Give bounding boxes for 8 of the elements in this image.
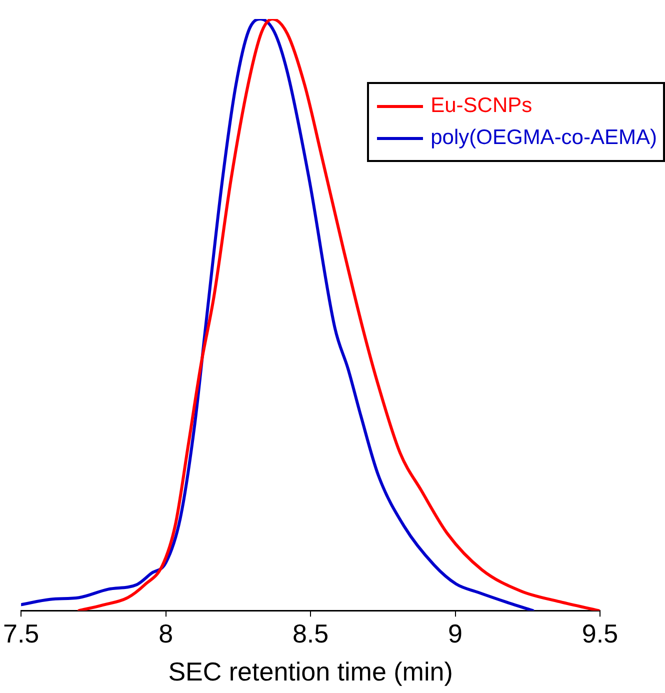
x-axis-title: SEC retention time (min) — [168, 656, 453, 687]
x-tick-label: 9 — [448, 618, 462, 648]
legend-label: poly(OEGMA-co-AEMA) — [430, 125, 657, 151]
legend-label: Eu-SCNPs — [430, 93, 532, 119]
x-tick-label: 8.5 — [292, 618, 329, 648]
x-tick-label: 9.5 — [582, 618, 618, 648]
x-tick-label: 8 — [158, 618, 174, 648]
x-tick-label: 7.5 — [2, 618, 40, 648]
